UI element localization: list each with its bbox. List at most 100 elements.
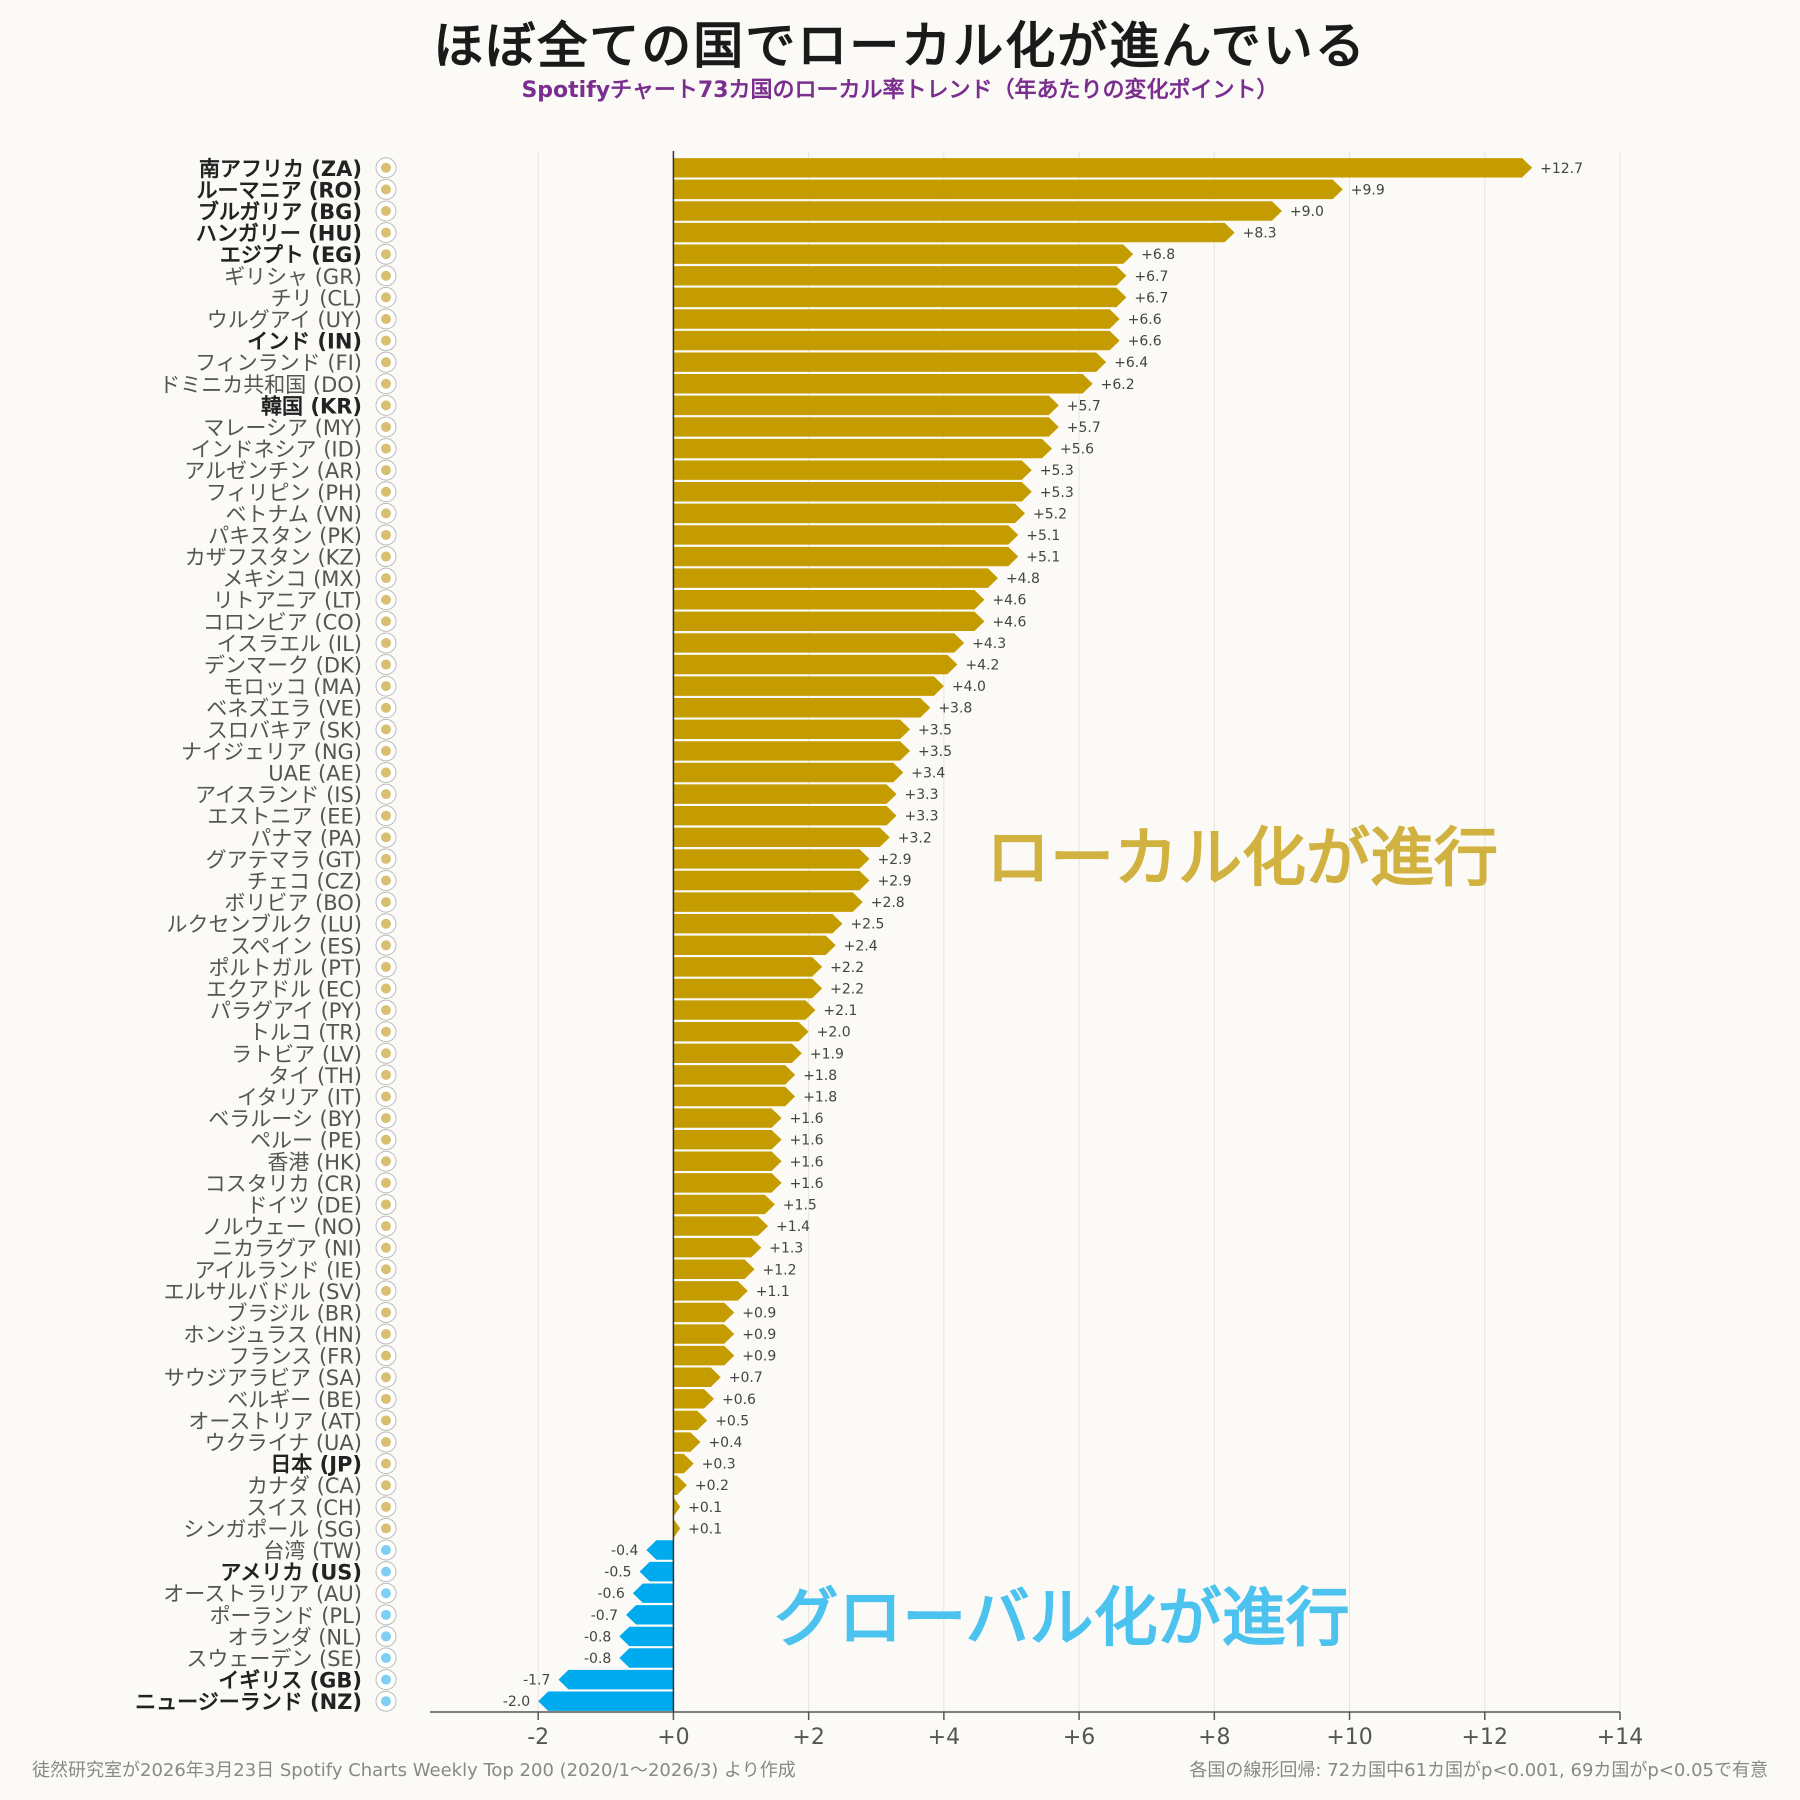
category-label: ニュージーランド (NZ) <box>135 1690 362 1714</box>
flag-icon-dot <box>381 940 391 951</box>
data-label: +4.8 <box>1006 571 1040 587</box>
category-label: アルゼンチン (AR) <box>184 459 362 483</box>
data-label: +5.1 <box>1026 528 1060 544</box>
category-label: ウクライナ (UA) <box>205 1431 362 1455</box>
flag-icon-dot <box>381 1221 391 1232</box>
bar <box>673 978 823 999</box>
data-label: +1.2 <box>763 1262 797 1278</box>
data-label: +6.7 <box>1134 290 1168 306</box>
category-label: アイルランド (IE) <box>195 1258 362 1282</box>
category-label: UAE (AE) <box>268 762 362 786</box>
flag-icon-dot <box>381 1005 391 1016</box>
bar <box>673 633 965 653</box>
flag-icon-dot <box>381 508 391 519</box>
bar <box>632 1583 674 1603</box>
category-label: ボリビア (BO) <box>224 891 362 915</box>
data-label: +0.9 <box>742 1349 776 1365</box>
data-label: +2.2 <box>830 981 864 997</box>
x-tick-label: +8 <box>1198 1725 1230 1750</box>
flag-icon-dot <box>381 573 391 584</box>
footer-stats-note: 各国の線形回帰: 72カ国中61カ国がp<0.001, 69カ国がp<0.05で… <box>1189 1760 1768 1781</box>
category-label: 南アフリカ (ZA) <box>199 157 362 181</box>
chart-subtitle: Spotifyチャート73カ国のローカル率トレンド（年あたりの変化ポイント） <box>521 78 1279 103</box>
data-label: +5.7 <box>1067 398 1101 414</box>
data-label: -0.7 <box>591 1608 618 1624</box>
data-label: +1.6 <box>790 1154 824 1170</box>
bar <box>673 719 911 740</box>
bar <box>558 1669 674 1690</box>
data-label: +5.6 <box>1060 442 1094 458</box>
flag-icon-dot <box>381 616 391 627</box>
flag-icon-dot <box>381 1113 391 1124</box>
category-label: スペイン (ES) <box>230 934 362 958</box>
flag-icon-dot <box>381 1588 391 1599</box>
flag-icon-dot <box>381 681 391 692</box>
data-label: +6.4 <box>1114 355 1148 371</box>
flag-icon-dot <box>381 1609 391 1620</box>
flag-icon-dot <box>381 1264 391 1275</box>
flag-icon-dot <box>381 1437 391 1448</box>
flag-icon-dot <box>381 400 391 411</box>
data-label: +4.0 <box>952 679 986 695</box>
flag-icon-dot <box>381 184 391 195</box>
bar <box>673 1216 769 1236</box>
flag-icon-dot <box>381 1415 391 1426</box>
flag-icon-dot <box>381 745 391 756</box>
bar <box>673 266 1127 286</box>
bar <box>673 158 1533 178</box>
footer-source-note: 徒然研究室が2026年3月23日 Spotify Charts Weekly T… <box>32 1760 796 1781</box>
category-label: デンマーク (DK) <box>204 654 362 678</box>
bar <box>673 287 1127 308</box>
bar <box>673 525 1019 545</box>
flag-icon-dot <box>381 1480 391 1491</box>
data-label: +8.3 <box>1243 226 1277 242</box>
bar <box>673 957 823 977</box>
annotation-localization: ローカル化が進行 <box>986 822 1498 896</box>
category-label: エストニア (EE) <box>207 805 362 829</box>
chart-title: ほぼ全ての国でローカル化が進んでいる <box>433 17 1367 75</box>
category-label: ホンジュラス (HN) <box>183 1323 362 1347</box>
data-label: +3.4 <box>911 766 945 782</box>
category-label: オランダ (NL) <box>228 1625 362 1649</box>
category-label: タイ (TH) <box>268 1064 362 1088</box>
bar <box>538 1691 674 1711</box>
x-tick-label: -2 <box>527 1725 549 1750</box>
x-tick-label: +14 <box>1597 1725 1643 1750</box>
flag-icon-dot <box>381 1653 391 1664</box>
category-label: ベルギー (BE) <box>227 1388 362 1412</box>
data-label: +5.3 <box>1040 463 1074 479</box>
category-label: パラグアイ (PY) <box>210 999 362 1023</box>
data-label: +1.9 <box>810 1046 844 1062</box>
flag-icon-dot <box>381 486 391 497</box>
category-label: エジプト (EG) <box>220 243 362 267</box>
flag-icon-dot <box>381 335 391 346</box>
flag-icon-dot <box>381 249 391 260</box>
x-tick-label: +10 <box>1326 1725 1372 1750</box>
category-label: カナダ (CA) <box>247 1474 362 1498</box>
data-label: +1.6 <box>790 1133 824 1149</box>
category-label: フィリピン (PH) <box>206 481 362 505</box>
category-label: インドネシア (ID) <box>191 438 362 462</box>
category-label: メキシコ (MX) <box>222 567 362 591</box>
category-label: サウジアラビア (SA) <box>164 1366 362 1390</box>
data-label: +3.5 <box>918 744 952 760</box>
flag-icon-dot <box>381 875 391 886</box>
bar <box>673 417 1059 437</box>
data-label: +3.3 <box>905 809 939 825</box>
category-label: イスラエル (IL) <box>217 632 362 656</box>
bar <box>626 1605 674 1625</box>
flag-icon-dot <box>381 227 391 238</box>
annotation-globalization: グローバル化が進行 <box>774 1582 1349 1656</box>
bar <box>673 309 1120 329</box>
bar <box>673 1108 782 1128</box>
flag-icon-dot <box>381 357 391 368</box>
bar <box>673 330 1120 351</box>
flag-icon-dot <box>381 1026 391 1037</box>
category-label: スイス (CH) <box>246 1496 362 1520</box>
category-label: アイスランド (IS) <box>195 783 362 807</box>
data-label: +1.4 <box>776 1219 810 1235</box>
flag-icon-dot <box>381 724 391 735</box>
flag-icon-dot <box>381 205 391 216</box>
category-label: パナマ (PA) <box>250 826 362 850</box>
